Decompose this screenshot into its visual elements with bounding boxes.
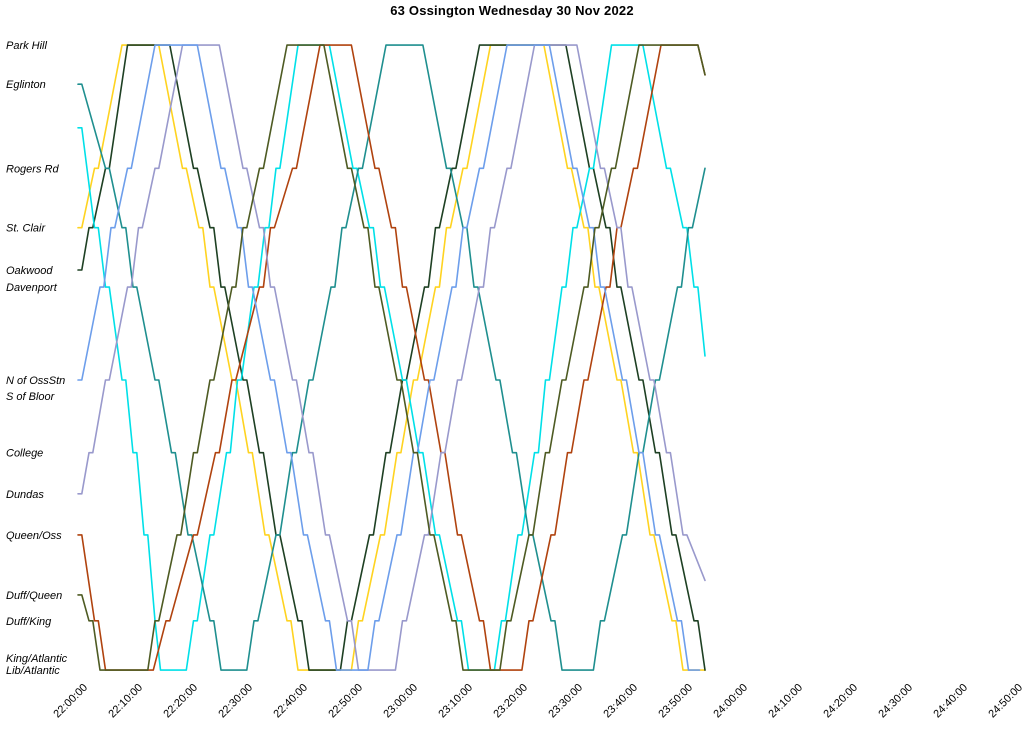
- y-axis-label: Dundas: [6, 489, 44, 501]
- y-axis-label: Davenport: [6, 282, 58, 294]
- y-axis-label: Oakwood: [6, 265, 53, 277]
- y-axis-label: Eglinton: [6, 79, 46, 91]
- x-axis-label: 22:10:00: [106, 682, 145, 721]
- y-axis-label: King/Atlantic: [6, 653, 68, 665]
- y-axis-label: Rogers Rd: [6, 163, 59, 175]
- y-axis-label: S of Bloor: [6, 391, 56, 403]
- x-axis-label: 24:40:00: [931, 682, 970, 721]
- vehicle-run-line: [77, 44, 706, 671]
- y-axis-label: Lib/Atlantic: [6, 665, 60, 677]
- y-axis-label: St. Clair: [6, 223, 46, 235]
- x-axis-label: 22:20:00: [161, 682, 200, 721]
- y-axis-label: Park Hill: [6, 40, 48, 52]
- y-axis-label: Queen/Oss: [6, 530, 62, 542]
- vehicle-run-line: [77, 44, 706, 671]
- x-axis-label: 22:30:00: [216, 682, 255, 721]
- x-axis-label: 23:10:00: [436, 682, 475, 721]
- vehicle-run-line: [77, 44, 706, 671]
- x-axis-label: 22:00:00: [51, 682, 90, 721]
- x-axis-label: 24:30:00: [876, 682, 915, 721]
- chart-title: 63 Ossington Wednesday 30 Nov 2022: [390, 3, 634, 18]
- vehicle-run-line: [77, 44, 706, 671]
- x-axis-label: 23:50:00: [656, 682, 695, 721]
- vehicle-run-line: [77, 44, 701, 671]
- x-axis-label: 23:00:00: [381, 682, 420, 721]
- x-axis-label: 22:50:00: [326, 682, 365, 721]
- vehicle-run-line: [77, 44, 706, 671]
- y-axis-label: College: [6, 448, 43, 460]
- x-axis-label: 24:50:00: [986, 682, 1024, 721]
- x-axis-label: 24:10:00: [766, 682, 805, 721]
- vehicle-run-line: [77, 44, 706, 671]
- x-axis-label: 23:20:00: [491, 682, 530, 721]
- x-axis-label: 23:40:00: [601, 682, 640, 721]
- y-axis-label: Duff/Queen: [6, 590, 62, 602]
- y-axis-label: N of OssStn: [6, 375, 65, 387]
- x-axis-label: 24:20:00: [821, 682, 860, 721]
- vehicle-run-line: [77, 44, 706, 671]
- x-axis-label: 24:00:00: [711, 682, 750, 721]
- x-axis-label: 22:40:00: [271, 682, 310, 721]
- y-axis-label: Duff/King: [6, 616, 52, 628]
- x-axis-label: 23:30:00: [546, 682, 585, 721]
